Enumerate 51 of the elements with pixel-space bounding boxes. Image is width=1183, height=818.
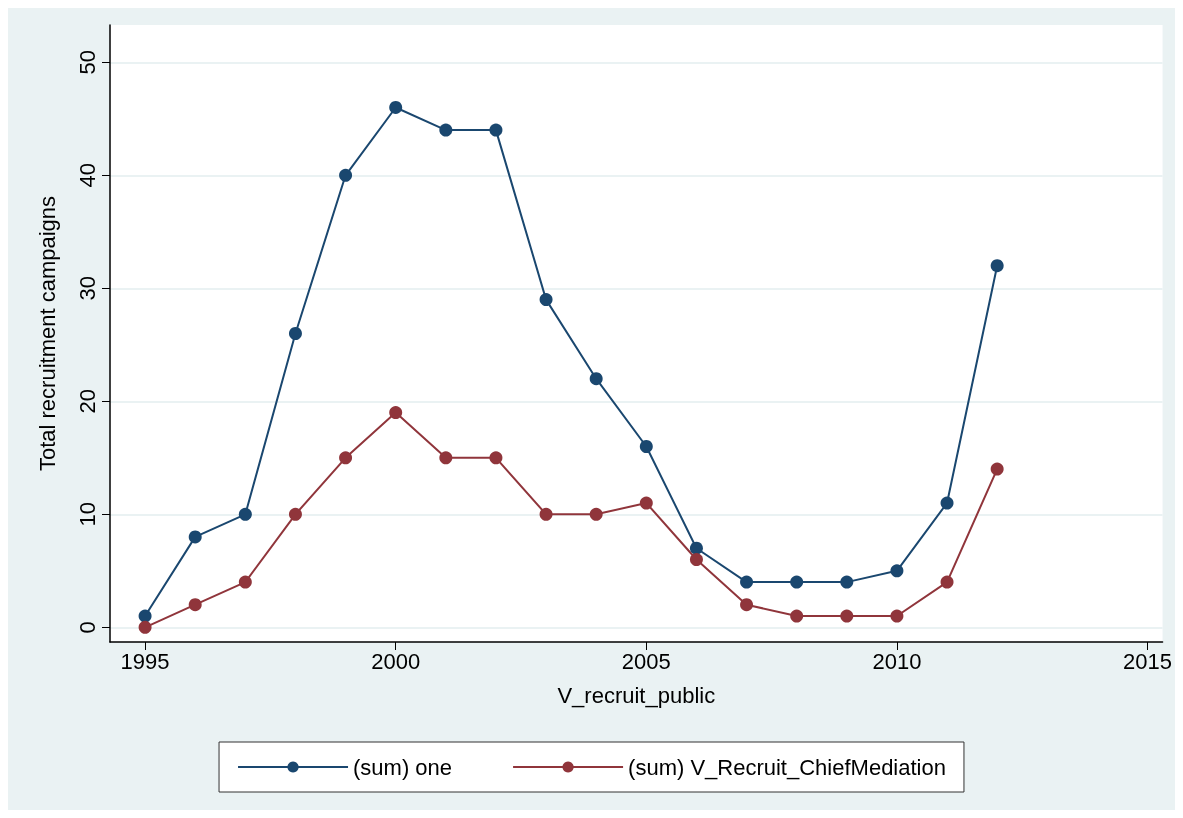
y-axis-title: Total recruitment campaigns [34, 195, 60, 472]
point [990, 259, 1004, 273]
y-tick-label: 30 [74, 276, 100, 301]
point [489, 123, 503, 137]
point [740, 575, 754, 589]
point [790, 609, 804, 623]
y-tick-label: 50 [74, 50, 100, 75]
point [238, 507, 252, 521]
point [238, 575, 252, 589]
point [439, 123, 453, 137]
point [288, 507, 302, 521]
point [188, 530, 202, 544]
point [689, 541, 703, 555]
point [339, 168, 353, 182]
point [439, 451, 453, 465]
point [288, 327, 302, 340]
point [940, 496, 954, 510]
point [890, 609, 904, 623]
point [790, 575, 804, 589]
point [489, 451, 503, 465]
point [339, 451, 353, 465]
point [389, 406, 403, 420]
y-tick-label: 40 [74, 163, 100, 188]
x-axis-title: V_recruit_public [557, 682, 716, 708]
point [539, 293, 553, 307]
x-tick-label: 2005 [621, 648, 671, 674]
point [990, 462, 1004, 476]
point [589, 372, 603, 386]
point [639, 440, 653, 453]
legend-label: (sum) one [353, 754, 453, 780]
point [840, 575, 854, 589]
point [639, 496, 653, 510]
y-tick-label: 20 [74, 389, 100, 414]
point [188, 598, 202, 612]
point [940, 575, 954, 589]
y-tick-label: 0 [74, 621, 100, 634]
point [740, 598, 754, 612]
point [589, 507, 603, 521]
point [890, 564, 904, 578]
x-tick-label: 2015 [1123, 648, 1173, 674]
point [689, 553, 703, 566]
point [138, 609, 152, 623]
point [539, 507, 553, 521]
y-tick-label: 10 [74, 502, 100, 527]
point [840, 609, 854, 623]
x-tick-label: 2010 [872, 648, 922, 674]
x-tick-label: 2000 [371, 648, 421, 674]
legend-label: (sum) V_Recruit_ChiefMediation [628, 754, 946, 780]
point [138, 620, 152, 634]
x-tick-label: 1995 [120, 648, 170, 674]
point [389, 101, 403, 114]
